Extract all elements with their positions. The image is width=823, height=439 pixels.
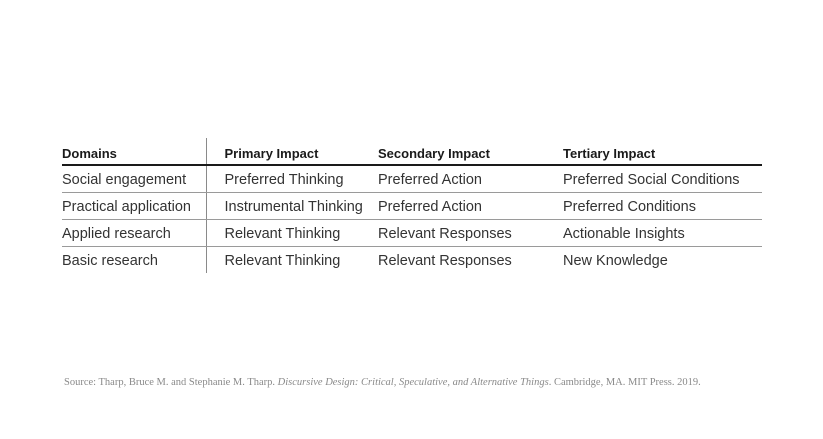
cell-tertiary: Preferred Conditions [563, 192, 762, 220]
source-book-title: Discursive Design: Critical, Speculative… [277, 377, 549, 388]
header-tertiary-impact: Tertiary Impact [563, 138, 762, 166]
cell-domain: Applied research [62, 219, 207, 247]
table-row: Basic research Relevant Thinking Relevan… [62, 246, 762, 273]
source-suffix: . Cambridge, MA. MIT Press. 2019. [548, 377, 701, 388]
cell-primary: Instrumental Thinking [206, 192, 378, 220]
impact-table: Domains Primary Impact Secondary Impact … [62, 138, 762, 273]
cell-domain: Basic research [62, 246, 207, 273]
impact-table-container: Domains Primary Impact Secondary Impact … [62, 138, 762, 273]
table-row: Applied research Relevant Thinking Relev… [62, 219, 762, 247]
cell-tertiary: New Knowledge [563, 252, 668, 269]
cell-secondary: Relevant Responses [378, 219, 563, 247]
cell-primary: Relevant Thinking [206, 219, 378, 247]
header-primary-impact: Primary Impact [206, 138, 378, 166]
cell-tertiary: Preferred Social Conditions [563, 165, 762, 193]
cell-secondary: Relevant Responses [378, 252, 512, 269]
cell-secondary: Preferred Action [378, 165, 563, 193]
cell-domain: Social engagement [62, 165, 207, 193]
table-header-row: Domains Primary Impact Secondary Impact … [62, 138, 762, 166]
source-citation: Source: Tharp, Bruce M. and Stephanie M.… [64, 377, 701, 388]
cell-primary: Preferred Thinking [206, 165, 378, 193]
table-row: Social engagement Preferred Thinking Pre… [62, 165, 762, 193]
table-row: Practical application Instrumental Think… [62, 192, 762, 220]
cell-tertiary: Actionable Insights [563, 219, 762, 247]
cell-secondary: Preferred Action [378, 192, 563, 220]
cell-primary: Relevant Thinking [224, 252, 341, 269]
header-secondary-impact: Secondary Impact [378, 138, 563, 166]
source-prefix: Source: Tharp, Bruce M. and Stephanie M.… [64, 377, 278, 388]
cell-domain: Practical application [62, 192, 207, 220]
header-domains: Domains [62, 138, 207, 166]
